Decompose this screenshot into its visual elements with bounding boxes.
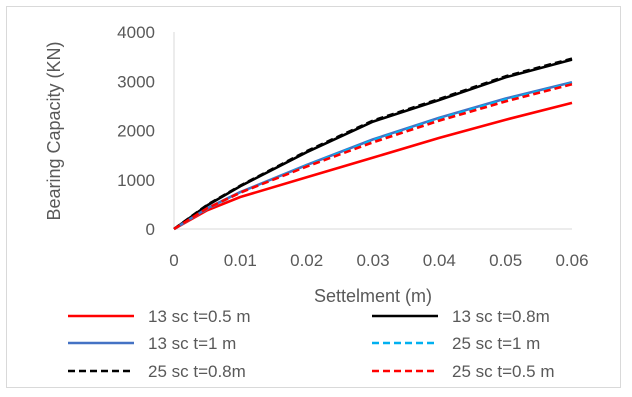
legend-label-4: 25 sc t=1 m xyxy=(452,334,540,353)
series-line-1 xyxy=(173,101,573,231)
y-tick-label: 1000 xyxy=(117,171,155,190)
y-tick-label: 3000 xyxy=(117,72,155,91)
legend-label-5: 25 sc t=0.8m xyxy=(148,362,246,381)
x-tick-label: 0.02 xyxy=(290,251,323,270)
series-line-2 xyxy=(173,58,573,231)
y-tick-label: 0 xyxy=(146,220,155,239)
series-line-6 xyxy=(173,82,573,231)
legend-label-2: 13 sc t=0.8m xyxy=(452,307,550,326)
series-line-5 xyxy=(173,57,573,231)
x-tick-label: 0.05 xyxy=(489,251,522,270)
chart-frame xyxy=(6,6,621,388)
y-axis-title: Bearing Capacity (KN) xyxy=(44,41,64,220)
legend-label-3: 13 sc t=1 m xyxy=(148,334,236,353)
series-line-3 xyxy=(173,80,573,231)
x-tick-label: 0.03 xyxy=(356,251,389,270)
x-axis-title: Settelment (m) xyxy=(314,286,432,306)
legend-label-1: 13 sc t=0.5 m xyxy=(148,307,251,326)
x-tick-label: 0.01 xyxy=(224,251,257,270)
legend-label-6: 25 sc t=0.5 m xyxy=(452,362,555,381)
x-tick-label: 0 xyxy=(169,251,178,270)
y-tick-label: 4000 xyxy=(117,23,155,42)
legend: 13 sc t=0.5 m 13 sc t=0.8m 13 sc t=1 m 25 s… xyxy=(68,307,555,381)
x-tick-label: 0.04 xyxy=(423,251,456,270)
y-tick-label: 2000 xyxy=(117,122,155,141)
series-line-4 xyxy=(173,81,573,231)
x-tick-label: 0.06 xyxy=(555,251,588,270)
